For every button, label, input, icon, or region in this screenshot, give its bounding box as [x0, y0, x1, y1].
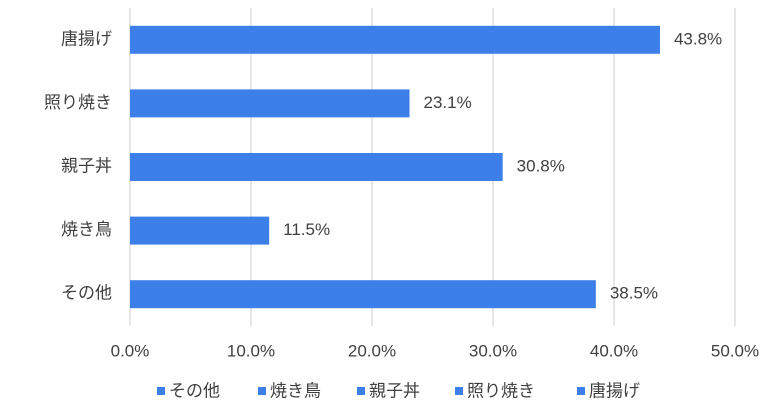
x-tick-label: 40.0%	[590, 341, 638, 360]
y-tick-label: 親子丼	[61, 156, 112, 175]
legend-marker	[577, 387, 585, 395]
legend-marker	[258, 387, 266, 395]
value-label: 43.8%	[674, 29, 722, 48]
y-tick-label: 焼き鳥	[61, 220, 112, 239]
x-tick-label: 0.0%	[111, 341, 150, 360]
bar	[130, 280, 596, 309]
x-tick-label: 50.0%	[711, 341, 759, 360]
legend-label: 照り焼き	[467, 381, 535, 400]
legend-marker	[157, 387, 165, 395]
legend-label: その他	[169, 381, 220, 400]
x-tick-label: 30.0%	[469, 341, 517, 360]
y-tick-label: 照り焼き	[44, 93, 112, 112]
x-tick-label: 20.0%	[348, 341, 396, 360]
bar	[130, 25, 660, 54]
y-tick-label: その他	[61, 284, 112, 303]
bar	[130, 216, 270, 245]
value-label: 38.5%	[610, 284, 658, 303]
legend-label: 焼き鳥	[270, 381, 321, 400]
bar	[130, 89, 410, 118]
x-tick-label: 10.0%	[227, 341, 275, 360]
bar	[130, 153, 503, 181]
value-label: 11.5%	[283, 220, 330, 239]
legend-marker	[357, 387, 365, 395]
legend-marker	[455, 387, 463, 395]
value-label: 23.1%	[424, 93, 472, 112]
legend-label: 唐揚げ	[589, 380, 640, 400]
y-tick-label: 唐揚げ	[61, 28, 112, 48]
value-label: 30.8%	[517, 156, 565, 175]
legend-label: 親子丼	[369, 381, 420, 400]
